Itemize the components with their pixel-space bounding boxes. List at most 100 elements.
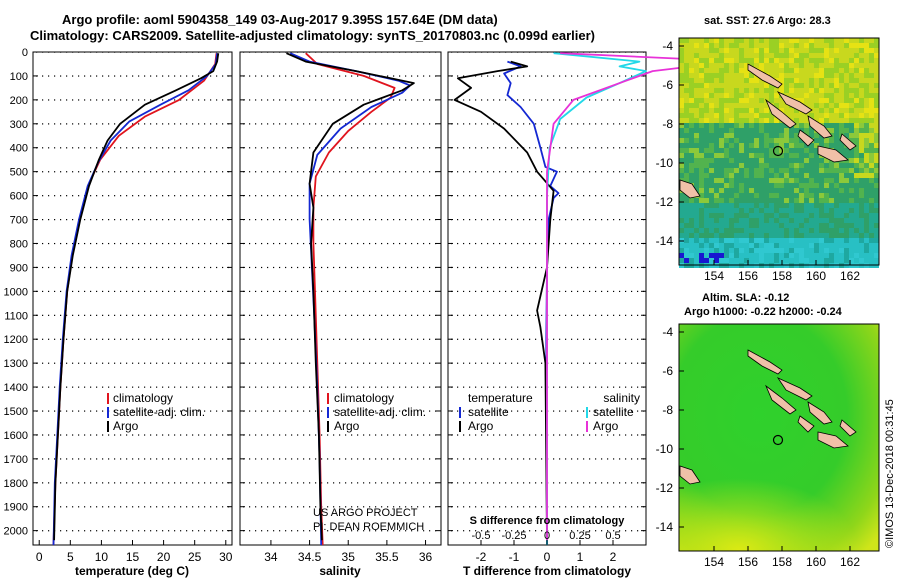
grid-dot [315, 458, 317, 460]
grid-dot [285, 290, 287, 293]
temperature-series [52, 53, 220, 546]
grid-dot [156, 75, 158, 77]
grid-dot [297, 386, 299, 388]
grid-dot [619, 51, 621, 53]
grid-dot [309, 338, 311, 340]
grid-dot [375, 482, 377, 484]
grid-dot [315, 51, 317, 53]
grid-dot [210, 75, 212, 77]
grid-dot [571, 530, 573, 532]
grid-dot [327, 266, 329, 269]
grid-dot [511, 219, 513, 221]
grid-dot [499, 171, 501, 173]
grid-dot [90, 75, 92, 77]
grid-dot [48, 290, 50, 293]
grid-dot [559, 290, 561, 293]
grid-dot [589, 147, 591, 149]
grid-dot [399, 147, 401, 149]
grid-dot [589, 482, 591, 484]
grid-dot [571, 482, 573, 484]
grid-dot [48, 195, 50, 197]
grid-dot [42, 458, 44, 460]
grid-dot [405, 290, 407, 293]
grid-dot [553, 99, 555, 101]
grid-dot [351, 51, 353, 53]
grid-dot [553, 51, 555, 53]
grid-dot [54, 338, 56, 340]
grid-dot [309, 242, 311, 245]
grid-dot [132, 410, 134, 412]
grid-dot [387, 51, 389, 53]
grid-dot [405, 147, 407, 149]
grid-dot [267, 51, 269, 53]
grid-dot [469, 530, 471, 532]
grid-dot [369, 338, 371, 340]
grid-dot [381, 386, 383, 388]
grid-dot [351, 410, 353, 412]
grid-dot [499, 123, 501, 125]
grid-dot [216, 266, 218, 269]
grid-dot [637, 530, 639, 532]
grid-dot [499, 314, 501, 316]
grid-dot [42, 99, 44, 101]
grid-dot [162, 75, 164, 77]
grid-dot [589, 99, 591, 101]
grid-dot [565, 410, 567, 412]
grid-dot [399, 75, 401, 77]
grid-dot [631, 386, 633, 388]
grid-dot [174, 290, 176, 293]
grid-dot [144, 51, 146, 53]
grid-dot [174, 458, 176, 460]
grid-dot [387, 219, 389, 221]
grid-dot [255, 530, 257, 532]
grid-dot [204, 99, 206, 101]
x-tick-label: 5 [67, 550, 74, 564]
grid-dot [333, 51, 335, 53]
grid-dot [463, 434, 465, 436]
grid-dot [132, 75, 134, 77]
grid-dot [267, 338, 269, 340]
grid-dot [423, 123, 425, 125]
grid-dot [487, 242, 489, 245]
grid-dot [631, 99, 633, 101]
grid-dot [168, 290, 170, 293]
grid-dot [126, 338, 128, 340]
grid-dot [96, 458, 98, 460]
grid-dot [273, 290, 275, 293]
grid-dot [174, 338, 176, 340]
grid-dot [162, 266, 164, 269]
grid-dot [156, 51, 158, 53]
grid-dot [285, 434, 287, 436]
grid-dot [204, 458, 206, 460]
grid-dot [571, 362, 573, 364]
grid-dot [156, 242, 158, 245]
grid-dot [583, 410, 585, 412]
grid-dot [565, 219, 567, 221]
grid-dot [481, 410, 483, 412]
grid-dot [505, 51, 507, 53]
grid-dot [613, 530, 615, 532]
grid-dot [120, 434, 122, 436]
grid-dot [168, 75, 170, 77]
grid-dot [54, 75, 56, 77]
grid-dot [357, 219, 359, 221]
grid-dot [78, 75, 80, 77]
grid-dot [393, 410, 395, 412]
grid-dot [625, 290, 627, 293]
grid-dot [369, 242, 371, 245]
grid-dot [210, 482, 212, 484]
grid-dot [249, 410, 251, 412]
grid-dot [198, 506, 200, 508]
grid-dot [523, 195, 525, 197]
grid-dot [162, 434, 164, 436]
grid-dot [84, 458, 86, 460]
grid-dot [84, 99, 86, 101]
grid-dot [381, 123, 383, 125]
grid-dot [387, 458, 389, 460]
grid-dot [517, 362, 519, 364]
grid-dot [108, 99, 110, 101]
grid-dot [84, 410, 86, 412]
grid-dot [429, 410, 431, 412]
legend-climatology-label: climatology [113, 391, 173, 405]
grid-dot [84, 123, 86, 125]
